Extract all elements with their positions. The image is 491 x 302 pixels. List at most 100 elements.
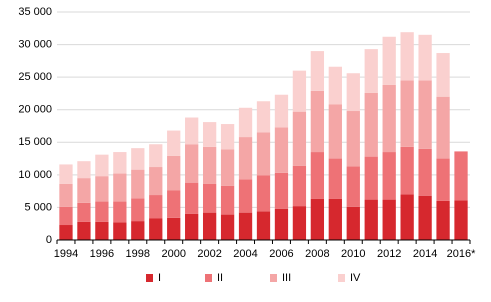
legend-label: I: [158, 272, 161, 284]
legend-swatch: [338, 274, 345, 282]
bar-segment: [95, 154, 109, 177]
bar-segment: [274, 208, 289, 240]
bar-segment: [131, 169, 145, 199]
bar-segment: [436, 158, 450, 201]
y-tick-label: 20 000: [18, 104, 52, 116]
bar-segment: [220, 214, 235, 240]
x-tick-label: 2004: [233, 248, 257, 260]
bar-segment: [274, 94, 289, 128]
x-tick-label: 2014: [413, 248, 437, 260]
bar-segment: [364, 92, 378, 157]
bar-segment: [328, 104, 342, 159]
bar-segment: [185, 144, 199, 183]
bar-segment: [77, 221, 91, 240]
bar-segment: [310, 152, 325, 199]
bar-segment: [149, 144, 163, 168]
bar-segment: [256, 175, 271, 212]
bar-segment: [167, 155, 181, 191]
bar-segment: [149, 218, 163, 240]
bar-segment: [131, 148, 145, 170]
y-tick-label: 15 000: [18, 136, 52, 148]
legend-label: III: [282, 272, 291, 284]
legend-swatch: [205, 274, 212, 282]
bar-segment: [256, 211, 271, 240]
bar-segment: [418, 34, 432, 81]
x-tick-label: 1998: [126, 248, 150, 260]
bar-segment: [149, 195, 163, 219]
bar-segment: [346, 166, 360, 207]
bar-segment: [113, 201, 127, 223]
bar-segment: [202, 122, 217, 147]
bar-segment: [202, 212, 217, 240]
x-tick-label: 2016*: [447, 248, 476, 260]
bar-segment: [185, 213, 199, 240]
bar-segment: [185, 117, 199, 145]
bar-segment: [77, 202, 91, 222]
bar-segment: [292, 165, 307, 207]
bar-segment: [400, 194, 414, 240]
x-tick-label: 2000: [161, 248, 185, 260]
bar-segment: [238, 107, 253, 138]
bar-segment: [59, 206, 73, 226]
bar-segment: [364, 199, 378, 240]
bar-segment: [256, 101, 271, 133]
bar-segment: [346, 73, 360, 112]
bar-segment: [400, 32, 414, 81]
bar-segment: [202, 146, 217, 184]
bar-segment: [167, 190, 181, 218]
bar-segment: [185, 182, 199, 214]
y-tick-label: 5 000: [24, 201, 52, 213]
bar-segment: [59, 225, 73, 240]
bar-segment: [436, 53, 450, 97]
bar-segment: [310, 90, 325, 153]
bar-segment: [77, 178, 91, 203]
bar-segment: [454, 200, 468, 240]
bar-segment: [292, 111, 307, 166]
legend-swatch: [146, 274, 153, 282]
legend-label: II: [217, 272, 223, 284]
bar-segment: [364, 49, 378, 93]
bar-segment: [95, 176, 109, 202]
bar-segment: [238, 212, 253, 240]
y-tick-label: 0: [46, 234, 52, 246]
bar-segment: [418, 80, 432, 149]
bar-segment: [292, 206, 307, 240]
bar-segment: [149, 167, 163, 196]
bar-segment: [436, 200, 450, 240]
bar-segment: [167, 130, 181, 156]
bar-segment: [220, 124, 235, 150]
bar-segment: [131, 198, 145, 222]
bar-segment: [113, 222, 127, 240]
x-tick-label: 2010: [341, 248, 365, 260]
bar-segment: [382, 84, 396, 153]
bar-segment: [436, 96, 450, 159]
y-tick-label: 30 000: [18, 38, 52, 50]
x-tick-label: 1996: [90, 248, 114, 260]
x-tick-label: 2002: [197, 248, 221, 260]
bar-segment: [77, 161, 91, 179]
x-tick-label: 2008: [305, 248, 329, 260]
bar-segment: [346, 111, 360, 167]
bar-segment: [167, 217, 181, 240]
y-tick-label: 10 000: [18, 169, 52, 181]
bar-segment: [364, 156, 378, 200]
bar-segment: [418, 148, 432, 196]
bar-segment: [382, 36, 396, 85]
bar-segment: [382, 152, 396, 200]
bar-segment: [202, 183, 217, 213]
bar-segment: [274, 127, 289, 173]
bar-segment: [59, 183, 73, 207]
bar-segment: [400, 80, 414, 147]
x-tick-label: 1994: [54, 248, 78, 260]
bar-segment: [95, 201, 109, 222]
bar-segment: [220, 185, 235, 215]
bar-segment: [95, 221, 109, 240]
bar-segment: [113, 173, 127, 202]
bar-segment: [328, 198, 342, 240]
bar-segment: [328, 158, 342, 199]
bar-segment: [328, 66, 342, 105]
bar-segment: [238, 179, 253, 213]
bar-segment: [256, 132, 271, 176]
bar-segment: [59, 164, 73, 184]
